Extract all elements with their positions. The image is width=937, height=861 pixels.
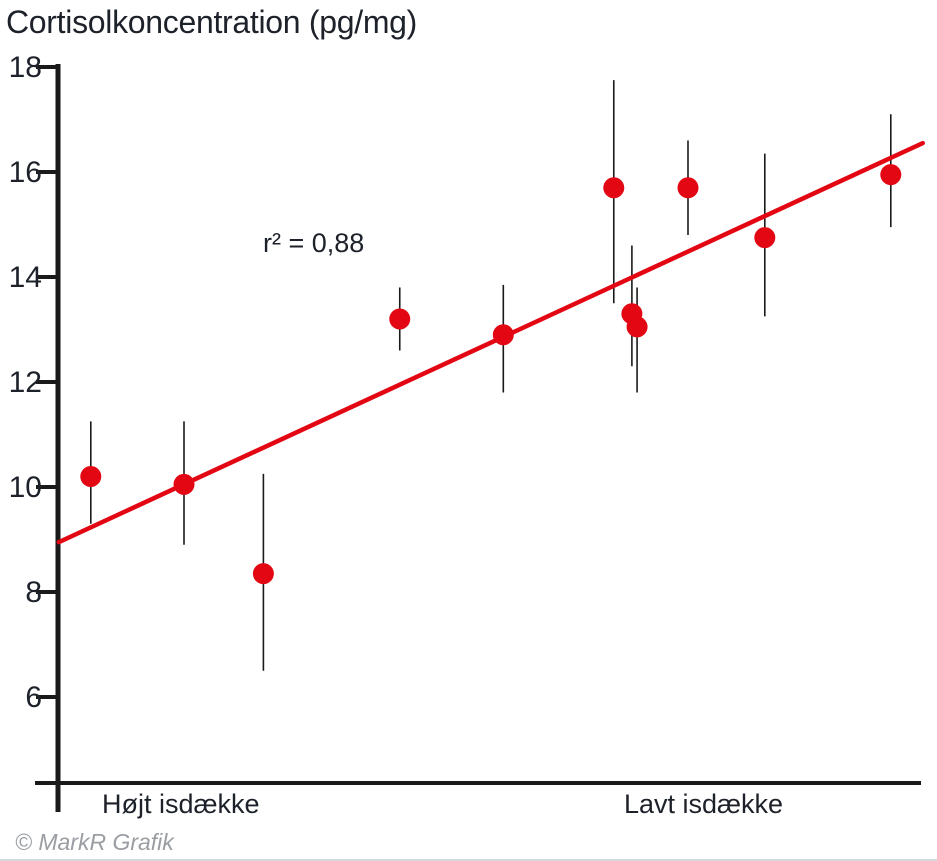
data-point: [603, 177, 625, 199]
y-tick-label: 14: [9, 261, 42, 294]
data-point: [492, 324, 514, 346]
copyright-credit: © MarkR Grafik: [15, 829, 174, 855]
data-point: [252, 563, 274, 585]
y-tick-label: 8: [25, 576, 42, 609]
data-point: [80, 466, 102, 487]
y-tick-label: 6: [25, 681, 42, 714]
y-tick-label: 12: [9, 366, 42, 399]
y-tick-label: 10: [9, 471, 42, 504]
chart-title: Cortisolkoncentration (pg/mg): [6, 4, 418, 40]
data-point: [754, 227, 776, 249]
r-squared-annotation: r² = 0,88: [263, 228, 365, 258]
x-axis-label-high-ice: Højt isdække: [102, 789, 260, 819]
trend-line: [56, 140, 925, 545]
data-point: [389, 308, 411, 330]
x-axis-label-low-ice: Lavt isdække: [624, 789, 784, 819]
data-point: [173, 473, 195, 495]
bottom-divider: [0, 859, 937, 861]
data-point: [677, 177, 699, 199]
data-point: [880, 164, 902, 186]
data-point: [626, 316, 648, 338]
y-tick-label: 18: [9, 51, 42, 84]
y-tick-label: 16: [9, 156, 42, 189]
